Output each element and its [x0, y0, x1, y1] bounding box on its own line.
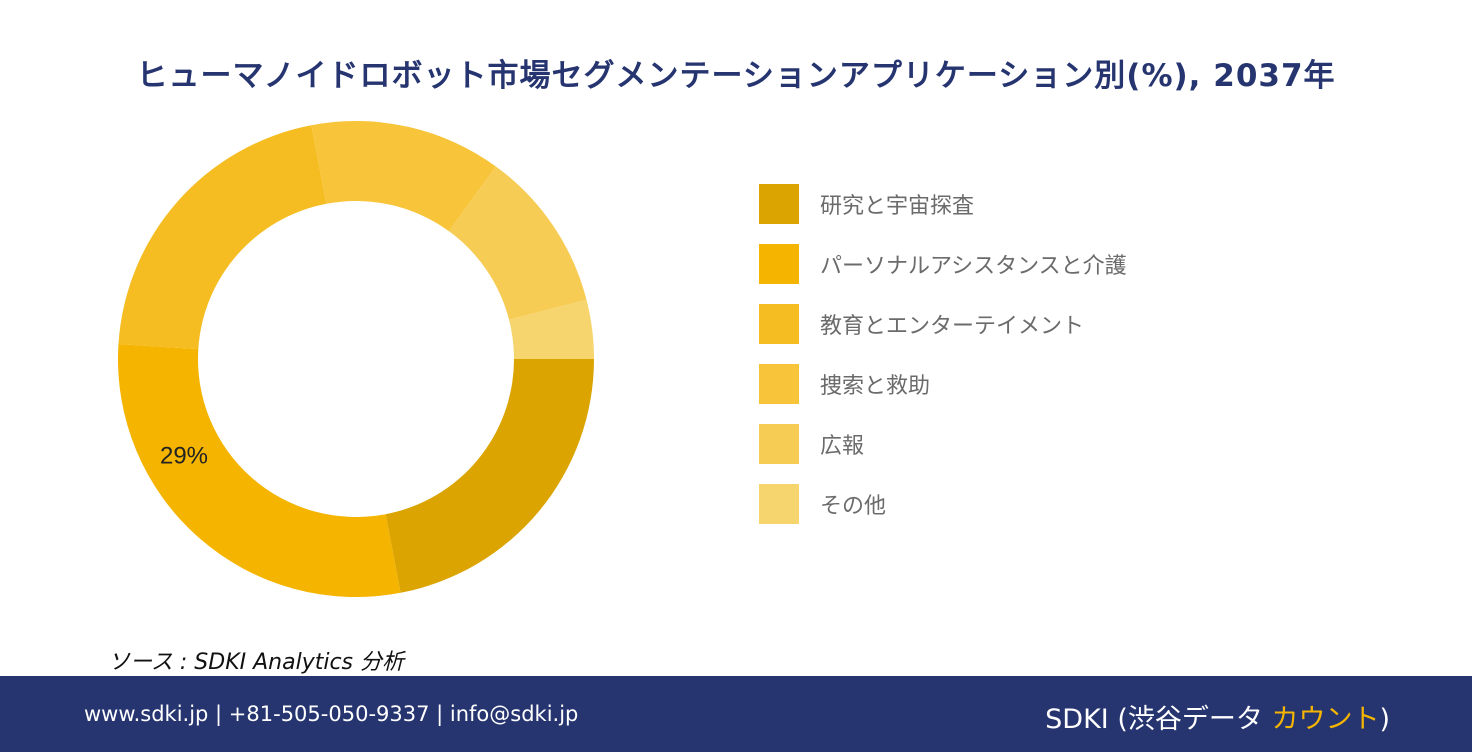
donut-chart: 29%: [118, 121, 594, 597]
legend-label: パーソナルアシスタンスと介護: [820, 254, 1127, 279]
brand-accent: カウント: [1271, 704, 1380, 735]
legend-swatch: [759, 304, 799, 344]
legend-swatch: [759, 364, 799, 404]
legend-item: パーソナルアシスタンスと介護: [759, 244, 1127, 284]
contact-info: www.sdki.jp | +81-505-050-9337 | info@sd…: [84, 702, 579, 726]
legend-label: 捜索と救助: [820, 374, 931, 399]
donut-slice-2: [118, 344, 401, 597]
data-label-2: 29%: [160, 442, 208, 469]
legend-swatch: [759, 484, 799, 524]
source-note: ソース : SDKI Analytics 分析: [108, 650, 405, 675]
donut-slice-6: [509, 299, 594, 359]
legend-label: 研究と宇宙探査: [820, 194, 975, 219]
legend-item: 捜索と救助: [759, 364, 1127, 404]
donut-slice-4: [311, 121, 496, 232]
legend-swatch: [759, 424, 799, 464]
footer-bar: www.sdki.jp | +81-505-050-9337 | info@sd…: [0, 676, 1472, 752]
chart-title: ヒューマノイドロボット市場セグメンテーションアプリケーション別(%), 2037…: [136, 58, 1336, 94]
legend: 研究と宇宙探査パーソナルアシスタンスと介護 教育とエンターテイメント 捜索と救助広報…: [759, 184, 1127, 544]
legend-item: 研究と宇宙探査: [759, 184, 1127, 224]
brand-logo: SDKI (渋谷データ カウント): [1045, 697, 1390, 736]
legend-swatch: [759, 244, 799, 284]
legend-item: 教育とエンターテイメント: [759, 304, 1127, 344]
donut-slice-5: [448, 166, 587, 320]
donut-slice-1: [385, 359, 594, 593]
legend-item: その他: [759, 484, 1127, 524]
legend-label: 広報: [820, 434, 865, 459]
donut-slice-3: [118, 125, 327, 350]
legend-label: その他: [820, 494, 887, 519]
legend-item: 広報: [759, 424, 1127, 464]
legend-swatch: [759, 184, 799, 224]
brand-close: ): [1379, 704, 1390, 735]
legend-label: 教育とエンターテイメント: [820, 314, 1085, 339]
brand-main: SDKI (渋谷データ: [1045, 704, 1272, 735]
